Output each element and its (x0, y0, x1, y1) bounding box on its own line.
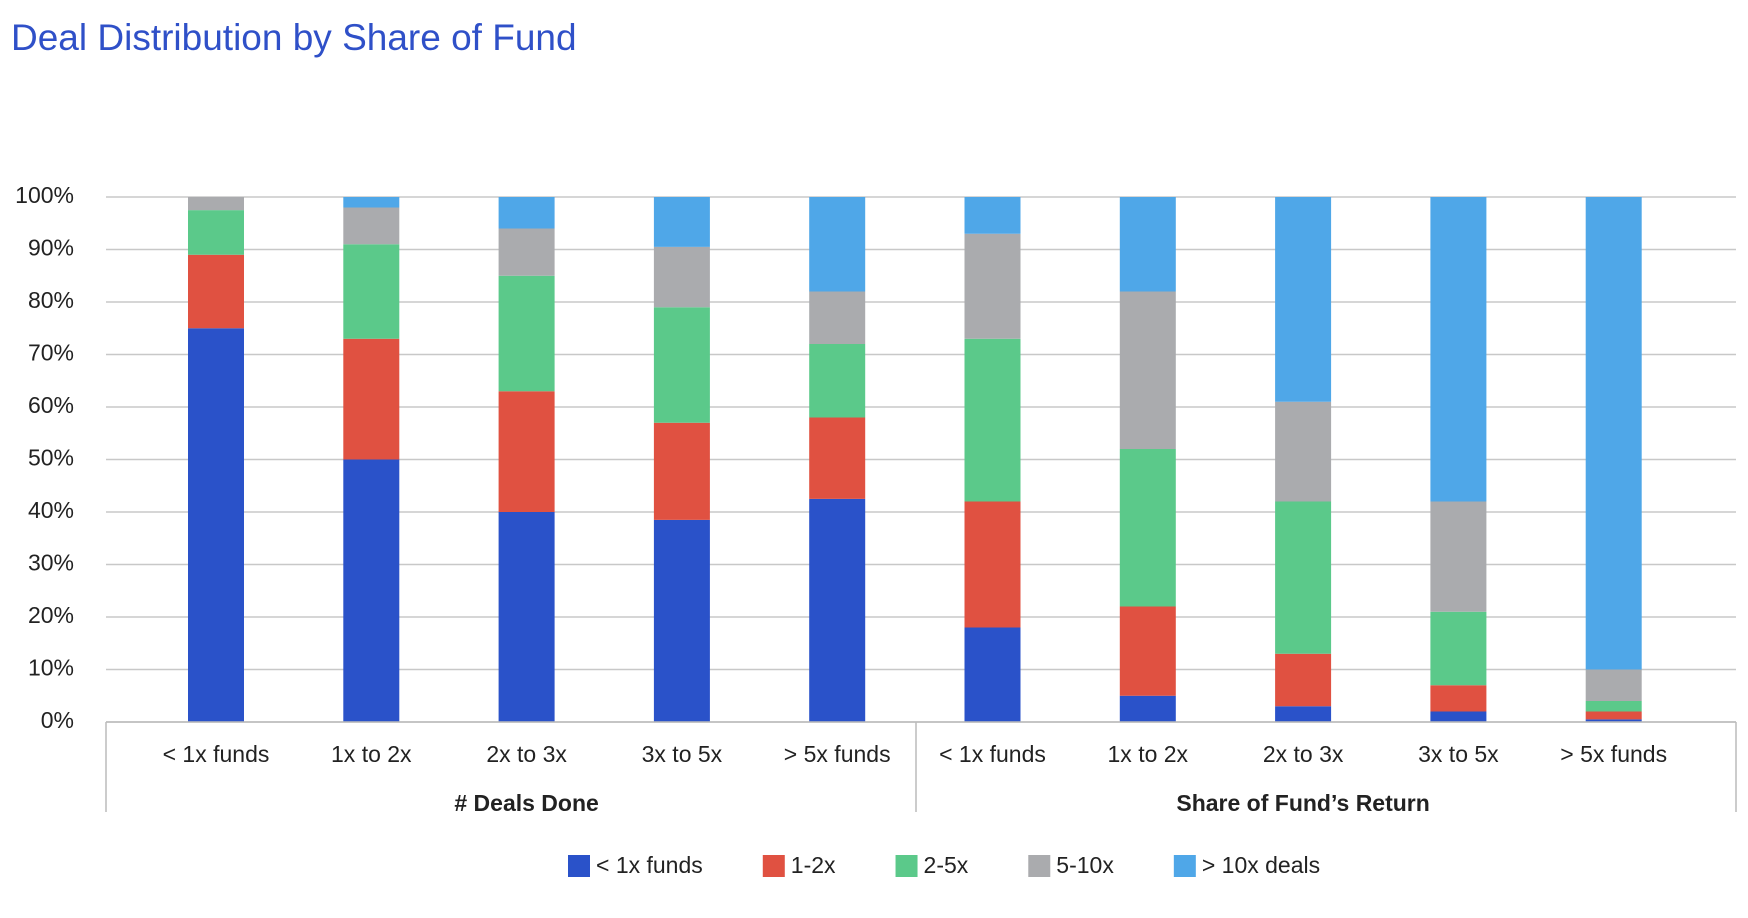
x-tick-label: 2x to 3x (1263, 741, 1344, 767)
bar-segment (809, 197, 866, 292)
bar-segment (809, 417, 866, 499)
y-tick-label: 0% (41, 707, 74, 733)
bar-segment (498, 275, 555, 392)
group-label: # Deals Done (454, 790, 598, 816)
legend-swatch (895, 855, 918, 877)
bar-segment (1119, 695, 1176, 722)
bar-segment (1119, 197, 1176, 292)
legend-swatch (1173, 855, 1196, 877)
bar-segment (964, 233, 1021, 339)
bar-segment (653, 422, 710, 520)
bar-segment (498, 197, 555, 229)
bar-segment (653, 246, 710, 308)
legend-swatch (1028, 855, 1051, 877)
legend-label: 1-2x (791, 852, 836, 878)
x-tick-label: 3x to 5x (1418, 741, 1499, 767)
bar-segment (809, 291, 866, 344)
legend-swatch (762, 855, 785, 877)
bar-segment (498, 391, 555, 512)
bar-segment (343, 338, 400, 460)
bar-segment (1430, 685, 1487, 712)
bar-segment (1275, 706, 1332, 722)
x-tick-label: > 5x funds (784, 741, 891, 767)
legend-swatch (568, 855, 590, 877)
x-tick-label: 3x to 5x (642, 741, 723, 767)
bar-segment (1275, 401, 1332, 502)
x-tick-label: 1x to 2x (1108, 741, 1189, 767)
y-tick-label: 30% (28, 550, 74, 576)
bar-segment (1430, 611, 1487, 686)
bar-segment (1119, 449, 1176, 607)
y-tick-label: 80% (28, 287, 74, 313)
bar-segment (188, 254, 244, 329)
bar-segment (1430, 711, 1487, 722)
bar-segment (343, 197, 400, 208)
bar-segment (498, 512, 555, 722)
bar-segment (188, 328, 244, 722)
chart-title: Deal Distribution by Share of Fund (11, 17, 577, 58)
x-tick-label: < 1x funds (163, 741, 270, 767)
bar-segment (964, 197, 1021, 234)
bar-segment (653, 307, 710, 423)
x-tick-label: 1x to 2x (331, 741, 412, 767)
bar-segment (1275, 197, 1332, 402)
legend-label: < 1x funds (596, 852, 703, 878)
y-tick-label: 40% (28, 497, 74, 523)
bar-segment (1585, 197, 1642, 670)
bar-segment (1430, 501, 1487, 612)
bar-segment (653, 519, 710, 722)
bar-segment (1430, 197, 1487, 502)
y-tick-label: 50% (28, 445, 74, 471)
y-tick-label: 100% (15, 182, 74, 208)
group-label: Share of Fund’s Return (1176, 790, 1429, 816)
legend-label: > 10x deals (1202, 852, 1320, 878)
x-tick-label: < 1x funds (939, 741, 1046, 767)
bar-segment (1585, 669, 1642, 701)
bar-segment (653, 197, 710, 247)
y-tick-label: 10% (28, 655, 74, 681)
bar-segment (343, 244, 400, 339)
bar-segment (1119, 291, 1176, 449)
bar-segment (188, 210, 244, 255)
bar-segment (1275, 501, 1332, 654)
legend-label: 2-5x (924, 852, 969, 878)
bar-segment (964, 627, 1021, 722)
y-tick-label: 70% (28, 340, 74, 366)
bar-segment (1585, 719, 1642, 722)
legend-label: 5-10x (1056, 852, 1114, 878)
bar-segment (809, 498, 866, 722)
bar-segment (964, 338, 1021, 502)
y-tick-label: 90% (28, 235, 74, 261)
x-tick-label: > 5x funds (1560, 741, 1667, 767)
bar-segment (343, 207, 400, 245)
bar-segment (809, 344, 866, 418)
bar-segment (1119, 606, 1176, 696)
x-tick-label: 2x to 3x (486, 741, 567, 767)
bar-segment (1585, 701, 1642, 712)
bar-segment (1585, 711, 1642, 720)
bar-segment (964, 501, 1021, 628)
bar-segment (1275, 653, 1332, 707)
bar-segment (188, 197, 244, 211)
y-tick-label: 60% (28, 392, 74, 418)
y-tick-label: 20% (28, 602, 74, 628)
bar-segment (498, 228, 555, 276)
bar-segment (343, 459, 400, 722)
